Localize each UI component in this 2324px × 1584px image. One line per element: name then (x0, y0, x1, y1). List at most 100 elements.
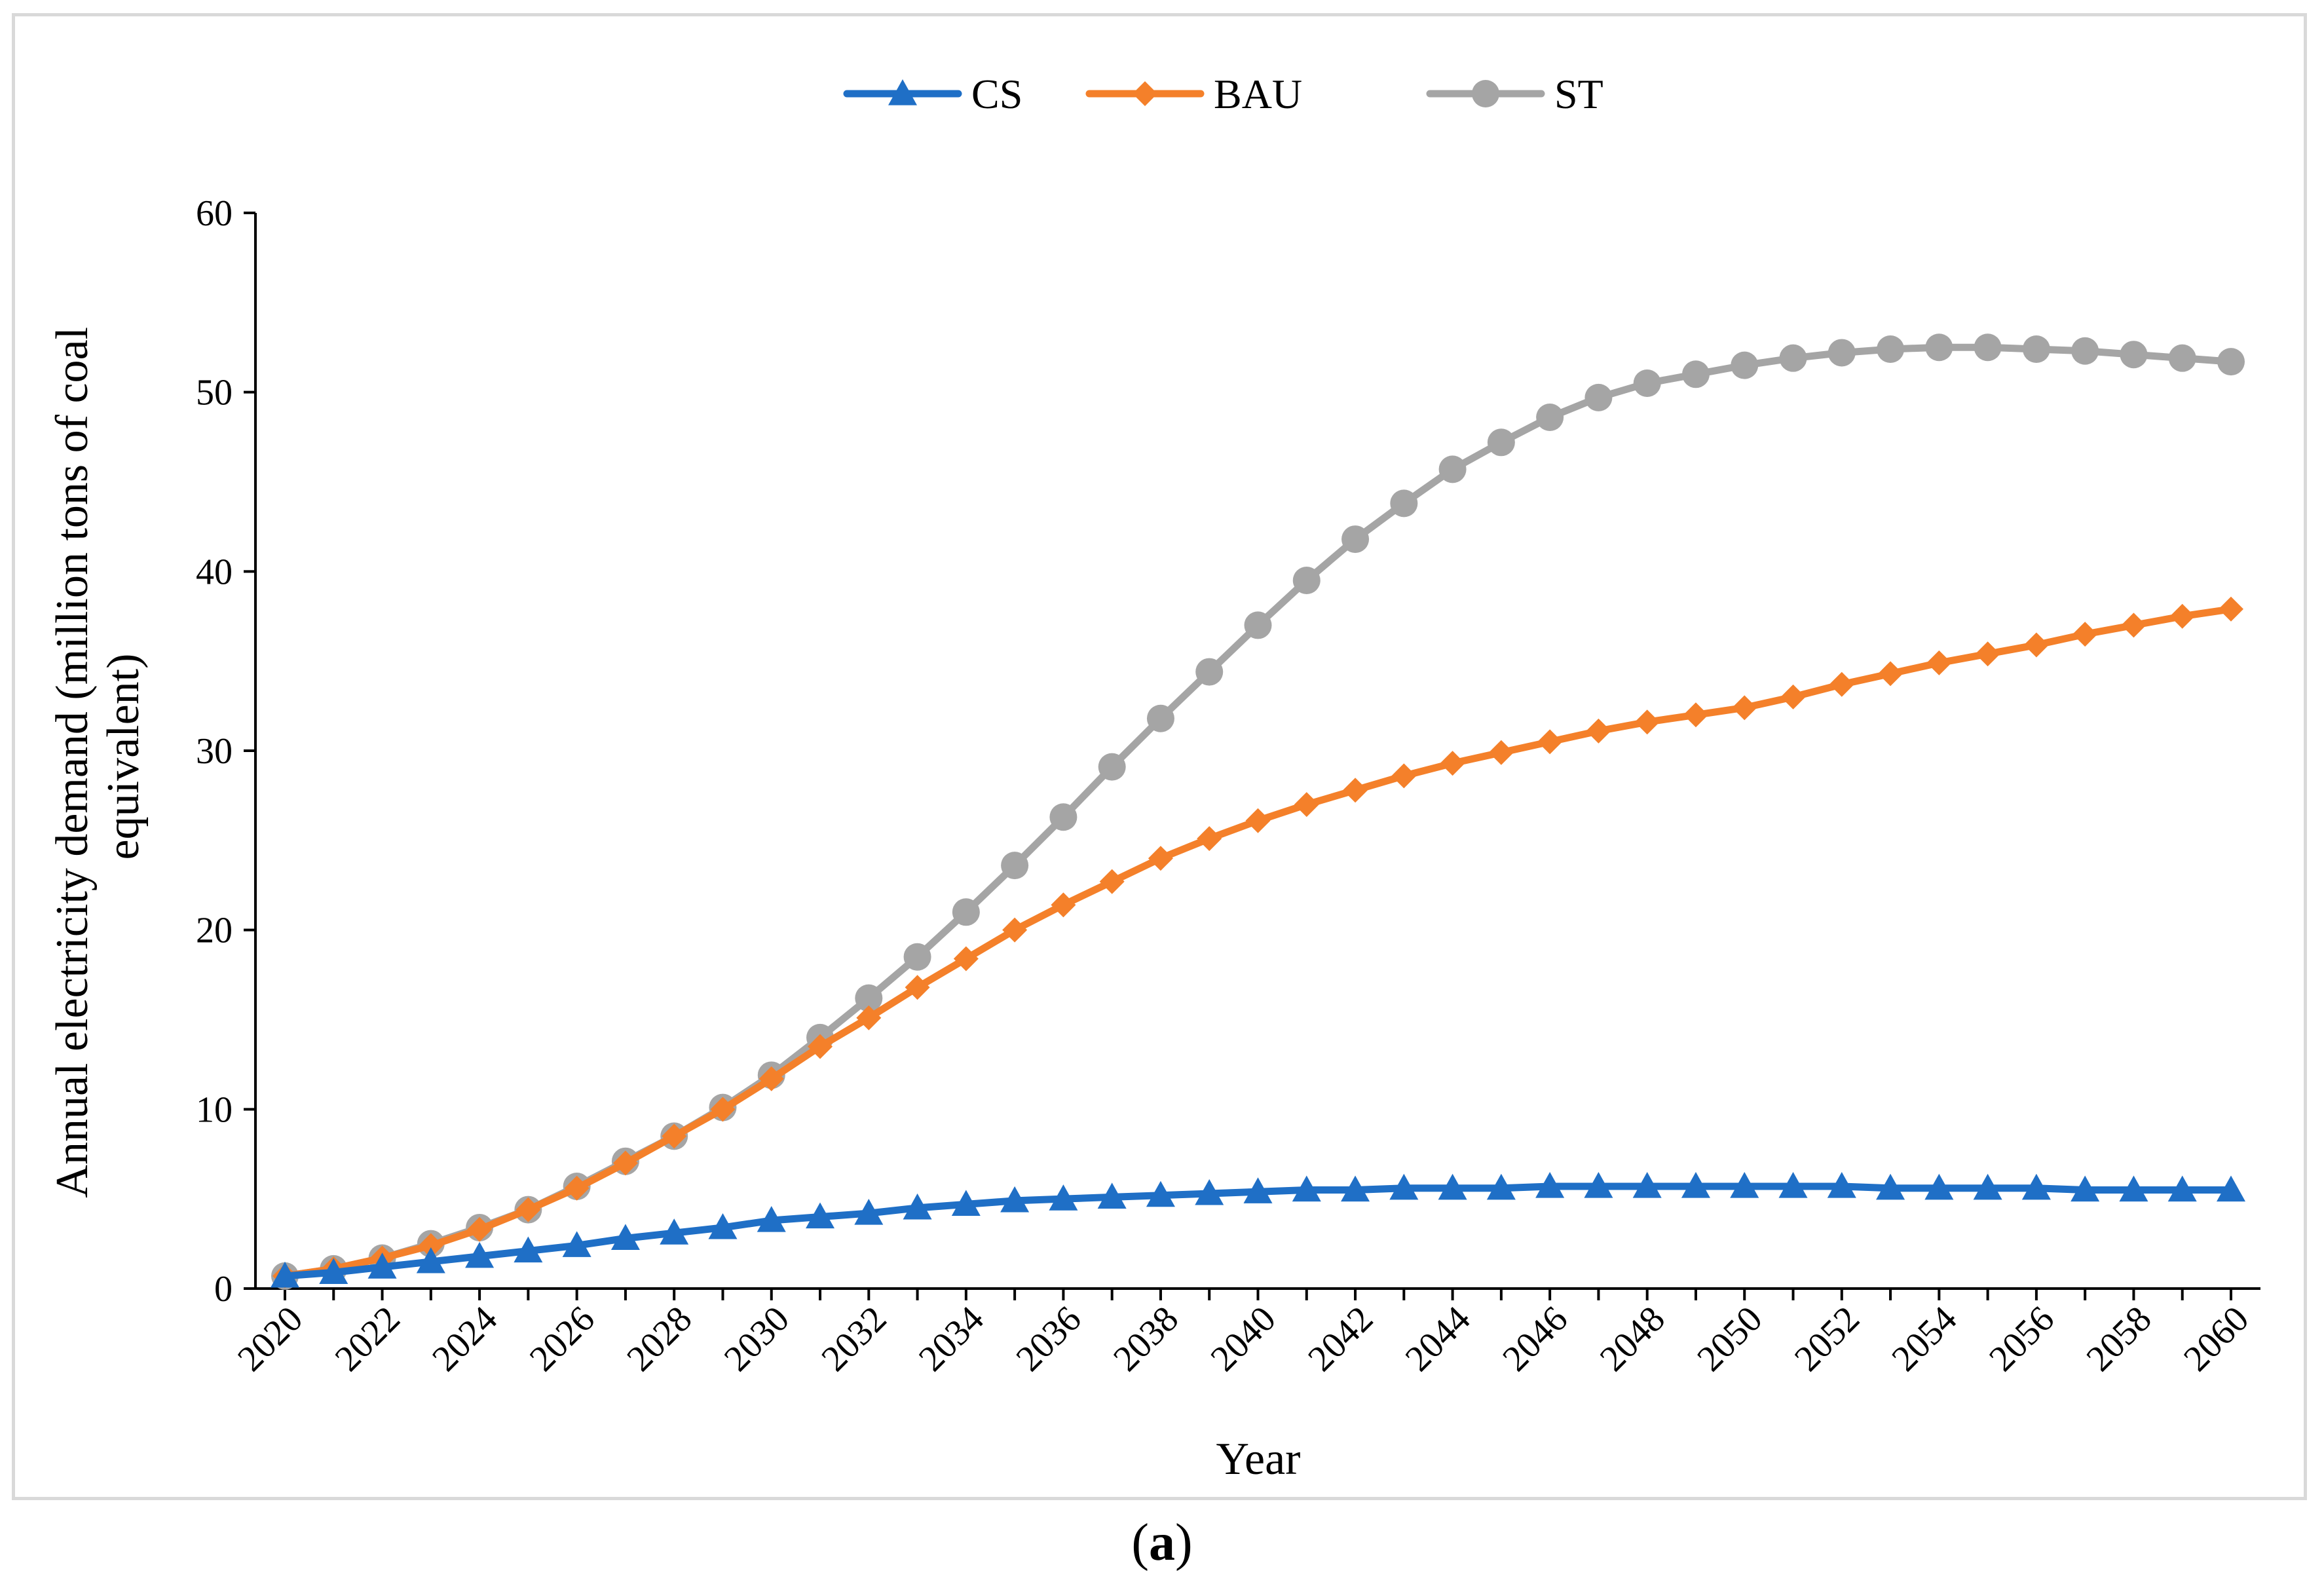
series-layer (271, 333, 2245, 1290)
legend-label-st: ST (1554, 71, 1603, 117)
x-tick-label: 2030 (717, 1298, 797, 1379)
data-point-bau (1634, 709, 1660, 735)
x-tick-label: 2020 (230, 1298, 310, 1379)
x-tick-label: 2048 (1592, 1298, 1673, 1379)
data-point-st (1827, 339, 1856, 367)
x-tick-label: 2038 (1106, 1298, 1186, 1379)
data-point-st (1731, 351, 1759, 379)
data-point-bau (418, 1233, 443, 1258)
y-tick-label: 10 (196, 1089, 233, 1130)
y-axis-title-line-2: equivalent) (98, 654, 149, 860)
panel-label-letter: a (1149, 1514, 1175, 1572)
legend-label-bau: BAU (1214, 71, 1302, 117)
x-tick-label: 2050 (1689, 1298, 1770, 1379)
x-tick-label: 2054 (1884, 1298, 1965, 1379)
legend-item-st: ST (1426, 71, 1603, 117)
data-point-bau (2072, 622, 2098, 647)
data-point-st (2022, 335, 2050, 363)
axes (254, 213, 2260, 1290)
data-point-st (1049, 803, 1078, 831)
data-point-cs (1097, 1182, 1127, 1209)
data-point-bau (1780, 684, 1806, 709)
data-point-cs (2167, 1175, 2197, 1202)
series-cs (271, 1172, 2245, 1288)
data-point-cs (514, 1236, 543, 1263)
data-point-st (2120, 341, 2148, 369)
data-point-cs (367, 1253, 397, 1279)
data-point-cs (2021, 1173, 2051, 1200)
data-point-bau (1586, 718, 1611, 744)
data-point-bau (564, 1175, 590, 1201)
x-tick-label: 2026 (522, 1298, 603, 1379)
legend-item-cs: CS (843, 71, 1022, 117)
x-tick-label: 2058 (2079, 1298, 2160, 1379)
data-point-bau (1488, 740, 1514, 765)
data-point-bau (1829, 671, 1854, 697)
data-point-bau (1197, 826, 1222, 852)
data-point-st (2217, 348, 2245, 376)
data-point-bau (1002, 917, 1028, 943)
x-tick-label: 2036 (1009, 1298, 1089, 1379)
data-point-cs (271, 1261, 299, 1288)
data-point-bau (710, 1097, 736, 1122)
data-point-cs (806, 1202, 835, 1229)
data-point-bau (1975, 641, 2000, 667)
data-point-bau (1440, 751, 1465, 776)
data-point-st (1974, 333, 2002, 362)
x-tick-label: 2022 (328, 1298, 408, 1379)
y-tick-label: 40 (196, 552, 233, 592)
data-point-bau (808, 1034, 833, 1059)
data-point-bau (1343, 778, 1368, 803)
data-point-cs (2217, 1175, 2245, 1202)
legend-marker-cs (888, 79, 917, 105)
data-point-bau (1537, 729, 1563, 755)
data-point-cs (1146, 1180, 1175, 1207)
data-point-cs (1973, 1173, 2002, 1200)
x-ticks: 2020 2022 2024 2026 2028 2030 2032 2034 2036 2038… (230, 1289, 2257, 1379)
y-tick-label: 20 (196, 911, 233, 951)
data-point-bau (1732, 695, 1757, 721)
data-point-cs (708, 1213, 738, 1239)
data-point-bau (1294, 792, 1319, 818)
data-point-st (2071, 337, 2099, 365)
data-point-cs (1827, 1172, 1856, 1198)
y-axis-title: Annual electricity demand (million tons … (47, 315, 149, 1197)
data-point-st (1292, 567, 1321, 595)
legend-marker-bau (1133, 81, 1157, 106)
data-point-cs (1486, 1173, 1516, 1200)
data-point-cs (660, 1218, 689, 1245)
panel-label-close: ) (1175, 1514, 1193, 1572)
data-point-bau (1391, 763, 1417, 789)
data-point-cs (1778, 1172, 1808, 1198)
y-tick-label: 30 (196, 731, 233, 772)
data-point-cs (951, 1190, 981, 1216)
data-point-bau (515, 1197, 541, 1222)
y-tick-label: 60 (196, 193, 233, 234)
data-point-bau (1099, 869, 1125, 894)
data-point-cs (2071, 1175, 2100, 1202)
data-point-cs (416, 1247, 445, 1273)
data-point-cs (1681, 1172, 1710, 1198)
data-point-cs (1924, 1173, 1954, 1200)
data-point-cs (1195, 1179, 1224, 1205)
x-tick-label: 2052 (1787, 1298, 1867, 1379)
data-point-bau (1245, 808, 1271, 833)
y-tick-label: 0 (214, 1269, 233, 1310)
data-point-cs (610, 1224, 640, 1250)
data-point-bau (662, 1123, 687, 1149)
data-point-st (1633, 369, 1661, 397)
data-point-st (952, 898, 980, 926)
data-point-bau (2169, 603, 2195, 629)
series-bau (272, 596, 2243, 1289)
data-point-st (1681, 360, 1710, 388)
data-point-cs (1389, 1173, 1419, 1200)
data-point-bau (1878, 661, 1903, 687)
data-point-bau (612, 1150, 638, 1176)
data-point-cs (465, 1241, 495, 1268)
y-tick-label: 50 (196, 373, 233, 413)
data-point-bau (467, 1216, 493, 1242)
data-point-cs (1049, 1184, 1078, 1211)
data-point-cs (562, 1231, 591, 1257)
y-axis-title-line-1: Annual electricity demand (million tons … (47, 327, 98, 1198)
